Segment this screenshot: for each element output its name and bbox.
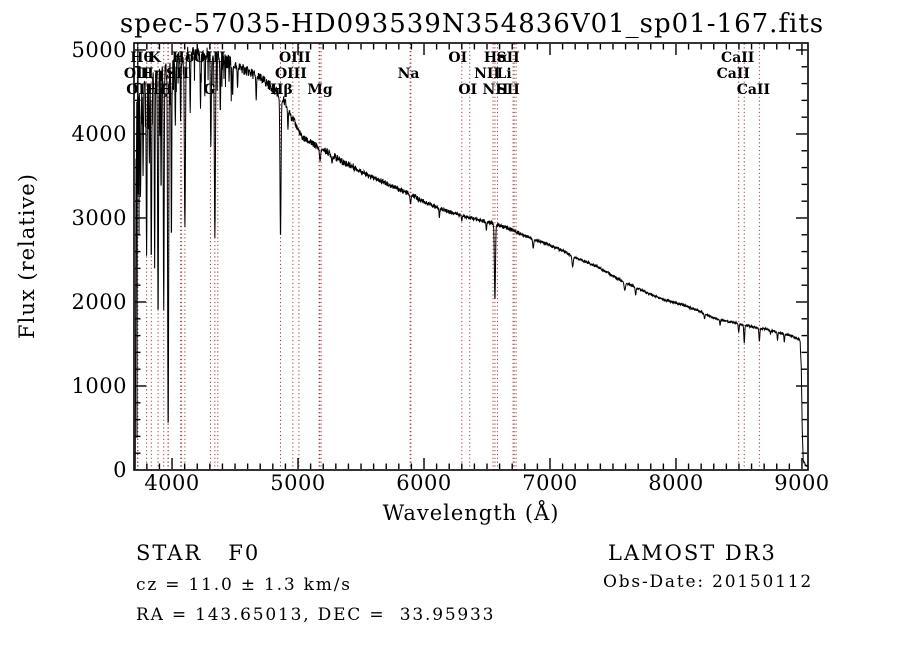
plot-title: spec-57035-HD093539N354836V01_sp01-167.f… [120, 9, 824, 39]
line-label-OIII: OIII [275, 66, 307, 82]
x-tick-7000: 7000 [522, 471, 577, 495]
x-axis-label: Wavelength (Å) [383, 500, 560, 525]
object-class-label: STAR F0 [136, 541, 261, 565]
cz-value: cz = 11.0 ± 1.3 km/s [136, 575, 352, 595]
line-label-CaII: CaII [737, 82, 770, 98]
x-tick-6000: 6000 [396, 471, 451, 495]
y-axis-label: Flux (relative) [15, 173, 39, 339]
axis-tick-labels: 4000 5000 6000 7000 8000 9000 0 1000 2000 3000 400… [72, 38, 830, 495]
line-label-Mg: Mg [307, 82, 332, 98]
line-label-CaII: CaII [721, 50, 754, 66]
line-label-SII: SII [497, 82, 520, 98]
line-label-NII: NII [483, 82, 509, 98]
line-label-OI: OI [448, 50, 467, 66]
y-tick-4000: 4000 [72, 122, 127, 146]
x-tick-4000: 4000 [144, 471, 199, 495]
line-label-OII: OII [124, 66, 149, 82]
y-tick-1000: 1000 [72, 374, 127, 398]
spectrum-trace [134, 43, 808, 469]
line-label-Li: Li [496, 66, 511, 82]
spectral-line-markers [137, 43, 760, 470]
line-label-SII: SII [496, 50, 519, 66]
obs-date-value: Obs-Date: 20150112 [603, 572, 814, 592]
line-label-NII: NII [474, 66, 500, 82]
line-label-Hβ: Hβ [270, 82, 293, 98]
y-tick-2000: 2000 [72, 290, 127, 314]
line-label-G: G [203, 82, 215, 98]
plot-frame [133, 42, 809, 471]
line-label-K: K [149, 50, 162, 66]
x-tick-8000: 8000 [648, 471, 703, 495]
line-label-CaII: CaII [717, 66, 750, 82]
line-label-Na: Na [398, 66, 420, 82]
x-tick-9000: 9000 [774, 471, 829, 495]
line-label-OIII: OIII [279, 50, 311, 66]
line-label-Hη: Hη [141, 66, 164, 82]
y-tick-0: 0 [113, 458, 127, 482]
y-tick-5000: 5000 [72, 38, 127, 62]
line-label-Hθ: Hθ [130, 50, 153, 66]
survey-release-label: LAMOST DR3 [608, 541, 777, 565]
axis-ticks [135, 44, 807, 469]
spectrum-plot: spec-57035-HD093539N354836V01_sp01-167.f… [15, 9, 830, 525]
line-label-Hα: Hα [484, 50, 508, 66]
x-tick-5000: 5000 [270, 471, 325, 495]
y-tick-3000: 3000 [72, 206, 127, 230]
ra-dec-value: RA = 143.65013, DEC = 33.95933 [136, 605, 496, 625]
line-label-OI: OI [458, 82, 477, 98]
